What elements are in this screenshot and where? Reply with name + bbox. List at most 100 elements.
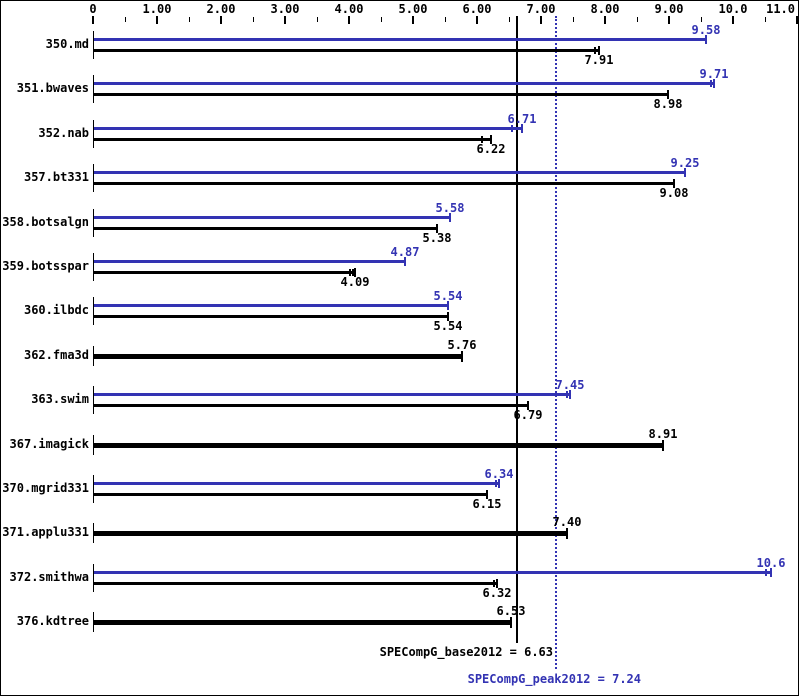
peak-bar-end-cap bbox=[449, 213, 451, 222]
peak-mean-label: SPECompG_peak2012 = 7.24 bbox=[467, 672, 641, 686]
peak-run-mark bbox=[569, 391, 571, 398]
x-axis-major-tick bbox=[604, 16, 606, 24]
peak-value-label: 9.71 bbox=[699, 67, 729, 81]
peak-value-label: 10.6 bbox=[756, 556, 786, 570]
base-value-label: 6.53 bbox=[496, 604, 526, 618]
base-bar-end-cap bbox=[436, 224, 438, 233]
peak-value-label: 5.58 bbox=[435, 201, 465, 215]
base-value-label: 9.08 bbox=[659, 186, 689, 200]
x-axis-tick-label: 7.00 bbox=[526, 2, 556, 16]
base-run-mark bbox=[481, 136, 483, 143]
peak-bar bbox=[94, 127, 522, 130]
peak-bar bbox=[94, 82, 714, 85]
peak-run-mark bbox=[765, 569, 767, 576]
base-bar bbox=[94, 227, 437, 230]
peak-bar bbox=[94, 171, 685, 174]
base-value-label: 5.38 bbox=[422, 231, 452, 245]
base-bar bbox=[94, 582, 497, 585]
x-axis-tick-label: 6.00 bbox=[462, 2, 492, 16]
peak-bar bbox=[94, 304, 448, 307]
x-axis-tick-label: 2.00 bbox=[206, 2, 236, 16]
base-bar bbox=[94, 93, 668, 96]
benchmark-label: 350.md bbox=[45, 37, 89, 51]
peak-run-mark bbox=[495, 480, 497, 487]
row-axis-bracket bbox=[93, 164, 94, 192]
base-mean-label: SPECompG_base2012 = 6.63 bbox=[379, 645, 553, 659]
x-axis-major-tick bbox=[476, 16, 478, 24]
base-value-label: 7.40 bbox=[552, 515, 582, 529]
benchmark-label: 358.botsalgn bbox=[2, 215, 89, 229]
peak-run-mark bbox=[521, 125, 523, 132]
peak-value-label: 4.87 bbox=[390, 245, 420, 259]
row-axis-bracket bbox=[93, 120, 94, 148]
x-axis-major-tick bbox=[668, 16, 670, 24]
base-value-label: 6.22 bbox=[476, 142, 506, 156]
x-axis-minor-tick bbox=[637, 17, 638, 22]
base-value-label: 5.54 bbox=[433, 319, 463, 333]
benchmark-label: 363.swim bbox=[31, 392, 89, 406]
base-run-mark bbox=[352, 269, 354, 276]
row-axis-bracket bbox=[93, 386, 94, 414]
base-bar bbox=[94, 49, 599, 52]
x-axis-tick-label: 10.0 bbox=[718, 2, 748, 16]
peak-bar bbox=[94, 260, 405, 263]
x-axis-minor-tick bbox=[125, 17, 126, 22]
row-axis-bracket bbox=[93, 31, 94, 59]
base-run-mark bbox=[349, 269, 351, 276]
base-bar-end-cap bbox=[566, 528, 568, 539]
row-axis-bracket bbox=[93, 523, 94, 543]
peak-value-label: 6.71 bbox=[507, 112, 537, 126]
x-axis-minor-tick bbox=[509, 17, 510, 22]
x-axis-tick-label: 5.00 bbox=[398, 2, 428, 16]
base-run-mark bbox=[493, 580, 495, 587]
row-axis-bracket bbox=[93, 475, 94, 503]
base-value-label: 6.79 bbox=[513, 408, 543, 422]
base-value-label: 6.15 bbox=[472, 497, 502, 511]
base-bar-end-cap bbox=[662, 440, 664, 451]
benchmark-label: 360.ilbdc bbox=[23, 303, 89, 317]
benchmark-label: 367.imagick bbox=[9, 437, 89, 451]
peak-bar-end-cap bbox=[404, 257, 406, 266]
row-axis-bracket bbox=[93, 253, 94, 281]
x-axis-minor-tick bbox=[765, 17, 766, 22]
peak-bar bbox=[94, 482, 499, 485]
benchmark-label: 362.fma3d bbox=[23, 348, 89, 362]
benchmark-label: 351.bwaves bbox=[16, 81, 89, 95]
base-bar bbox=[94, 354, 462, 359]
peak-value-label: 9.25 bbox=[670, 156, 700, 170]
base-value-label: 8.91 bbox=[648, 427, 678, 441]
peak-bar bbox=[94, 571, 771, 574]
base-bar bbox=[94, 182, 674, 185]
base-bar bbox=[94, 493, 487, 496]
base-bar-end-cap bbox=[486, 490, 488, 499]
base-bar-end-cap bbox=[461, 351, 463, 362]
benchmark-label: 371.applu331 bbox=[2, 525, 89, 539]
x-axis-minor-tick bbox=[445, 17, 446, 22]
base-bar bbox=[94, 271, 355, 274]
base-bar bbox=[94, 404, 528, 407]
x-axis-minor-tick bbox=[317, 17, 318, 22]
base-bar-end-cap bbox=[673, 179, 675, 188]
peak-bar-end-cap bbox=[705, 35, 707, 44]
x-axis-major-tick bbox=[412, 16, 414, 24]
x-axis-major-tick bbox=[540, 16, 542, 24]
x-axis-major-tick bbox=[796, 16, 798, 24]
base-value-label: 7.91 bbox=[584, 53, 614, 67]
x-axis-tick-label: 0 bbox=[89, 2, 97, 16]
x-axis-minor-tick bbox=[573, 17, 574, 22]
x-axis-major-tick bbox=[156, 16, 158, 24]
benchmark-label: 357.bt331 bbox=[23, 170, 89, 184]
peak-bar-end-cap bbox=[447, 301, 449, 310]
x-axis-tick-label: 8.00 bbox=[590, 2, 620, 16]
x-axis-tick-label: 11.0 bbox=[766, 2, 795, 16]
base-bar-end-cap bbox=[510, 617, 512, 628]
x-axis-minor-tick bbox=[381, 17, 382, 22]
benchmark-label: 352.nab bbox=[38, 126, 89, 140]
base-bar bbox=[94, 443, 663, 448]
peak-run-mark bbox=[566, 391, 568, 398]
row-axis-bracket bbox=[93, 564, 94, 592]
base-bar bbox=[94, 315, 448, 318]
x-axis-major-tick bbox=[348, 16, 350, 24]
row-axis-bracket bbox=[93, 612, 94, 632]
